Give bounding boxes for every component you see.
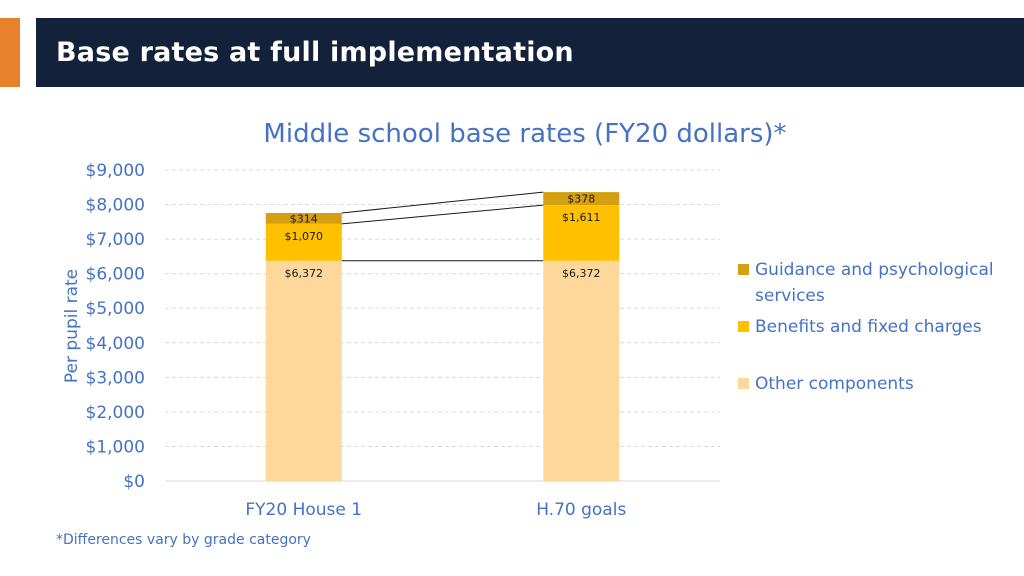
y-tick-label: $8,000 — [86, 196, 145, 216]
series-connector-line — [341, 204, 544, 225]
bar-segment — [543, 260, 620, 481]
x-tick-label: H.70 goals — [536, 500, 626, 520]
y-tick-label: $2,000 — [86, 403, 145, 423]
accent-bar — [0, 18, 20, 87]
data-label: $6,372 — [285, 267, 324, 280]
title-bar: Base rates at full implementation — [36, 18, 1024, 87]
y-tick-label: $7,000 — [86, 230, 145, 250]
y-axis-label: Per pupil rate — [62, 269, 82, 383]
data-label: $378 — [567, 193, 595, 206]
y-tick-label: $1,000 — [86, 437, 145, 457]
data-label: $1,611 — [562, 211, 601, 224]
y-tick-label: $4,000 — [86, 334, 145, 354]
legend-label: Other components — [755, 374, 914, 394]
bar-segment — [543, 192, 620, 206]
bar-segment — [265, 212, 342, 224]
legend-swatch — [738, 264, 749, 275]
y-tick-label: $9,000 — [86, 161, 145, 181]
footnote: *Differences vary by grade category — [56, 532, 311, 548]
bar-segment — [543, 205, 620, 261]
chart-title: Middle school base rates (FY20 dollars)* — [263, 119, 786, 149]
legend-swatch — [738, 378, 749, 389]
legend-swatch — [738, 321, 749, 332]
legend-label: Guidance and psychological services — [755, 260, 994, 306]
data-label: $1,070 — [285, 230, 324, 243]
y-tick-label: $5,000 — [86, 299, 145, 319]
legend-label: Benefits and fixed charges — [755, 317, 982, 337]
x-tick-label: FY20 House 1 — [245, 500, 362, 520]
y-tick-label: $0 — [123, 472, 145, 492]
y-tick-label: $6,000 — [86, 265, 145, 285]
data-label: $6,372 — [562, 267, 601, 280]
y-tick-label: $3,000 — [86, 368, 145, 388]
bar-segment — [265, 223, 342, 261]
bar-segment — [265, 260, 342, 481]
slide-title: Base rates at full implementation — [56, 37, 574, 68]
series-connector-line — [341, 191, 544, 214]
data-label: $314 — [290, 212, 318, 225]
